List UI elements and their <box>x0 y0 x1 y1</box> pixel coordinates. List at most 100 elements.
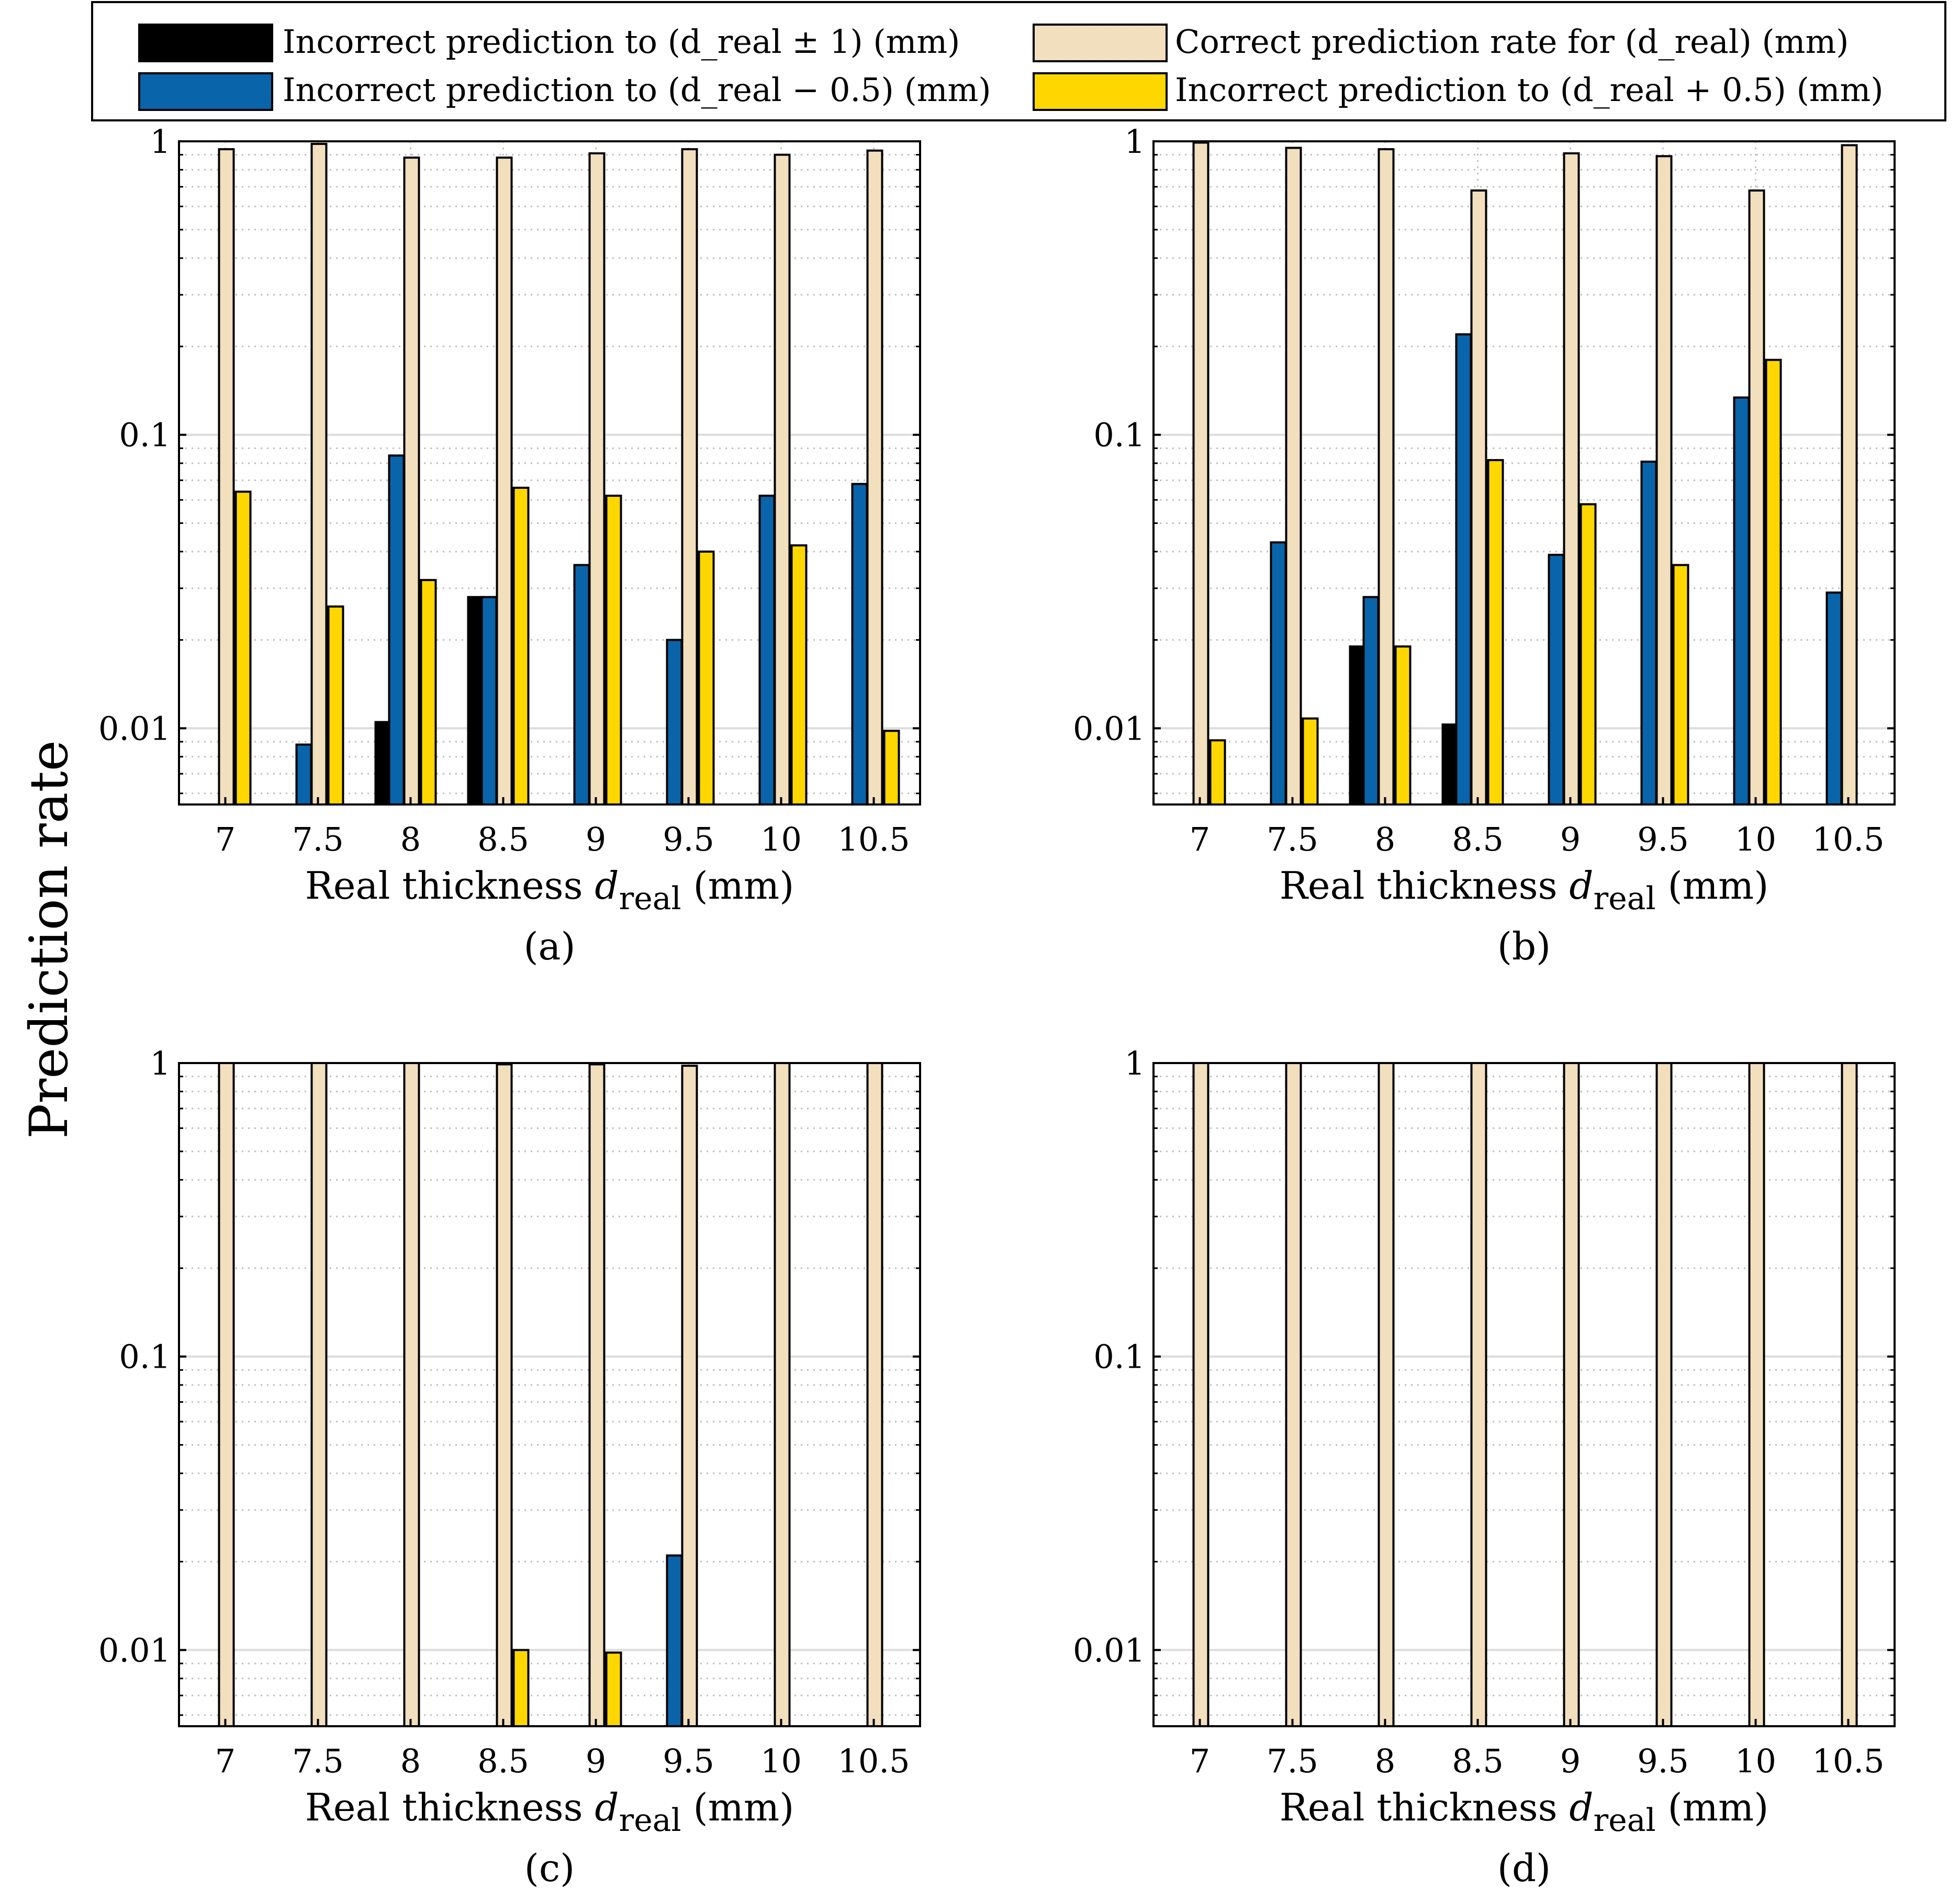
y-tick-label: 0.1 <box>1093 416 1145 454</box>
x-tick-label: 8.5 <box>477 1742 529 1780</box>
x-axis-label: Real thickness dreal (mm) <box>305 1785 794 1839</box>
bar-plus-9.5 <box>698 550 715 806</box>
x-tick-label: 7.5 <box>1267 820 1318 858</box>
bar-minus-10 <box>758 495 776 806</box>
bar-correct-10.5 <box>1841 144 1858 806</box>
bar-correct-7 <box>1192 141 1209 806</box>
bar-correct-8 <box>1377 1062 1395 1727</box>
x-tick-label: 9 <box>586 820 606 858</box>
bar-plus-8.5 <box>512 1649 530 1728</box>
x-tick-label: 8.5 <box>477 820 529 858</box>
x-tick-label: 10.5 <box>837 1742 910 1780</box>
x-tick-label: 10 <box>760 820 802 858</box>
x-axis-label: Real thickness dreal (mm) <box>1280 1785 1769 1839</box>
y-tick-label: 0.01 <box>98 709 171 747</box>
x-tick-label: 10.5 <box>1812 820 1884 858</box>
bar-plus-9.5 <box>1672 564 1689 806</box>
bar-correct-7 <box>218 148 235 806</box>
panel-label: (a) <box>523 924 575 968</box>
bar-minus-9.5 <box>666 639 683 806</box>
x-tick-label: 9 <box>586 1742 606 1780</box>
bar-correct-9 <box>1563 1062 1580 1727</box>
bar-minus-7.5 <box>295 743 312 806</box>
x-tick-label: 7.5 <box>292 1742 344 1780</box>
panel-label: (c) <box>524 1846 575 1889</box>
axes-frame <box>1152 1062 1896 1727</box>
bar-pm1-8.5 <box>467 596 484 806</box>
bar-minus-9 <box>1548 554 1565 806</box>
x-tick-label: 9 <box>1560 820 1581 858</box>
x-axis-label: Real thickness dreal (mm) <box>1280 864 1769 917</box>
legend-swatch-plus <box>1033 72 1168 111</box>
x-tick-label: 8.5 <box>1452 820 1504 858</box>
bar-correct-9 <box>1563 152 1580 806</box>
bar-correct-8 <box>1377 148 1395 806</box>
bar-correct-10.5 <box>866 1062 883 1727</box>
bar-minus-8.5 <box>1455 333 1472 806</box>
x-tick-label: 9.5 <box>1637 1742 1689 1780</box>
bar-plus-8 <box>1394 645 1412 806</box>
bar-correct-7.5 <box>310 142 328 806</box>
bar-minus-8.5 <box>480 596 498 806</box>
y-tick-label: 0.01 <box>98 1631 171 1669</box>
bar-correct-7.5 <box>310 1062 328 1727</box>
panel-a: 0.01 0.1 1 7 7.5 8 8.5 9 9.5 10 10.5 Real thickness… <box>98 122 921 968</box>
legend-swatch-correct <box>1033 24 1168 62</box>
x-tick-label: 7 <box>1190 820 1210 858</box>
bar-minus-7.5 <box>1270 541 1287 806</box>
x-tick-label: 10.5 <box>1812 1742 1884 1780</box>
x-tick-label: 7 <box>1190 1742 1210 1780</box>
x-tick-label: 8 <box>1375 1742 1395 1780</box>
panel-label: (b) <box>1497 924 1551 968</box>
y-tick-label: 1 <box>150 1044 171 1082</box>
panel-c: 0.01 0.1 1 7 7.5 8 8.5 9 9.5 10 10.5 Real thickness… <box>98 1044 921 1889</box>
x-tick-label: 7 <box>215 820 236 858</box>
x-tick-label: 9.5 <box>663 820 714 858</box>
bar-correct-10 <box>774 153 791 806</box>
bar-correct-8.5 <box>1470 189 1487 806</box>
legend-label-correct: Correct prediction rate for (d_real) (mm… <box>1175 23 1849 61</box>
x-tick-label: 8 <box>400 1742 421 1780</box>
bar-minus-10.5 <box>851 483 868 806</box>
axes-frame <box>178 1062 921 1727</box>
bar-pm1-8 <box>374 721 391 806</box>
legend-swatch-minus <box>138 72 273 111</box>
bar-minus-9.5 <box>1640 461 1657 806</box>
bar-minus-8 <box>1362 596 1380 806</box>
x-tick-label: 10 <box>1735 820 1776 858</box>
x-tick-label: 8 <box>1375 820 1395 858</box>
bar-minus-9 <box>573 564 590 806</box>
x-axis-label: Real thickness dreal (mm) <box>305 864 794 917</box>
bar-plus-10.5 <box>883 730 900 806</box>
y-axis-label: Prediction rate <box>18 740 80 1139</box>
legend-box <box>91 1 1946 121</box>
bar-plus-8 <box>420 579 437 806</box>
bar-minus-8 <box>388 454 405 806</box>
bar-plus-7 <box>234 490 252 806</box>
panel-label: (d) <box>1497 1846 1551 1889</box>
y-tick-label: 0.01 <box>1073 1631 1145 1669</box>
bar-correct-10 <box>1748 189 1765 806</box>
bar-plus-10 <box>790 544 808 806</box>
x-tick-label: 9.5 <box>1637 820 1689 858</box>
bar-plus-9 <box>605 1651 622 1728</box>
axes-frame <box>1152 140 1896 806</box>
x-tick-label: 8 <box>400 820 421 858</box>
bar-correct-9 <box>588 152 606 806</box>
legend: Incorrect prediction to (d_real ± 1) (mm… <box>91 1 1946 121</box>
x-tick-label: 8.5 <box>1452 1742 1504 1780</box>
panel-d: 0.01 0.1 1 7 7.5 8 8.5 9 9.5 10 10.5 Real thickness… <box>1073 1044 1896 1889</box>
bar-plus-7.5 <box>327 605 344 806</box>
bar-correct-8 <box>403 1062 420 1727</box>
bar-correct-7.5 <box>1285 1062 1302 1727</box>
bar-correct-7 <box>218 1062 235 1727</box>
y-tick-label: 0.1 <box>1093 1338 1145 1376</box>
x-tick-label: 10 <box>760 1742 802 1780</box>
bar-minus-9.5 <box>666 1554 683 1728</box>
legend-label-minus: Incorrect prediction to (d_real − 0.5) (… <box>283 71 991 109</box>
panel-b: 0.01 0.1 1 7 7.5 8 8.5 9 9.5 10 10.5 Real thickness… <box>1073 122 1896 968</box>
bar-pm1-8.5 <box>1441 723 1459 806</box>
bar-correct-10.5 <box>866 149 883 806</box>
panels: 0.01 0.1 1 7 7.5 8 8.5 9 9.5 10 10.5 Real thickness… <box>98 122 1896 1889</box>
bar-correct-7.5 <box>1285 147 1302 806</box>
